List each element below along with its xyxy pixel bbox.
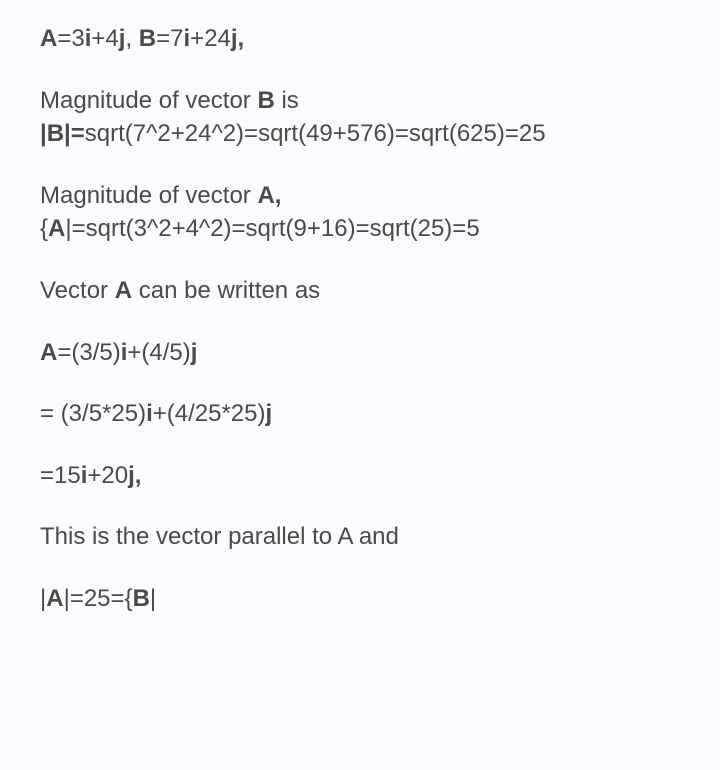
line-6: Vector A can be written as bbox=[40, 274, 680, 308]
line-8: = (3/5*25)i+(4/25*25)j bbox=[40, 397, 680, 431]
text: can be written as bbox=[132, 277, 320, 304]
unit-j: j, bbox=[128, 462, 141, 489]
vector-A: A bbox=[46, 585, 63, 612]
text: | bbox=[150, 585, 156, 612]
text: =3 bbox=[57, 25, 84, 52]
text: =(3/5) bbox=[57, 339, 120, 366]
text: +20 bbox=[87, 462, 128, 489]
text: +(4/25*25) bbox=[153, 400, 266, 427]
text: +(4/5) bbox=[127, 339, 190, 366]
vector-A: A bbox=[40, 339, 57, 366]
text: is bbox=[275, 87, 299, 114]
text: Magnitude of vector bbox=[40, 87, 257, 114]
unit-j: j bbox=[266, 400, 273, 427]
text: +4 bbox=[91, 25, 118, 52]
vector-A: A, bbox=[257, 182, 281, 209]
text: +24 bbox=[190, 25, 231, 52]
text: =7 bbox=[156, 25, 183, 52]
line-9: =15i+20j, bbox=[40, 459, 680, 493]
text: { bbox=[40, 215, 48, 242]
line-7: A=(3/5)i+(4/5)j bbox=[40, 336, 680, 370]
line-1: A=3i+4j, B=7i+24j, bbox=[40, 22, 680, 56]
math-document: A=3i+4j, B=7i+24j, Magnitude of vector B… bbox=[0, 0, 720, 616]
text: |=25={ bbox=[64, 585, 133, 612]
text: This is the vector parallel to A and bbox=[40, 523, 399, 550]
text: |=sqrt(3^2+4^2)=sqrt(9+16)=sqrt(25)=5 bbox=[65, 215, 479, 242]
text: sqrt(7^2+24^2)=sqrt(49+576)=sqrt(625)=25 bbox=[85, 120, 546, 147]
text: , bbox=[125, 25, 138, 52]
vector-B: B bbox=[139, 25, 156, 52]
vector-A: A bbox=[48, 215, 65, 242]
vector-A: A bbox=[40, 25, 57, 52]
unit-i: i bbox=[146, 400, 153, 427]
vector-B: B bbox=[257, 87, 274, 114]
para-magnitude-B: Magnitude of vector B is |B|=sqrt(7^2+24… bbox=[40, 84, 680, 151]
unit-j: j, bbox=[231, 25, 244, 52]
unit-j: j bbox=[191, 339, 198, 366]
line-10: This is the vector parallel to A and bbox=[40, 520, 680, 554]
text: Vector bbox=[40, 277, 115, 304]
line-11: |A|=25={B| bbox=[40, 582, 680, 616]
para-magnitude-A: Magnitude of vector A, {A|=sqrt(3^2+4^2)… bbox=[40, 179, 680, 246]
text: =15 bbox=[40, 462, 81, 489]
vector-A: A bbox=[115, 277, 132, 304]
text: Magnitude of vector bbox=[40, 182, 257, 209]
text: = (3/5*25) bbox=[40, 400, 146, 427]
mag-B: |B|= bbox=[40, 120, 85, 147]
vector-B: B bbox=[133, 585, 150, 612]
